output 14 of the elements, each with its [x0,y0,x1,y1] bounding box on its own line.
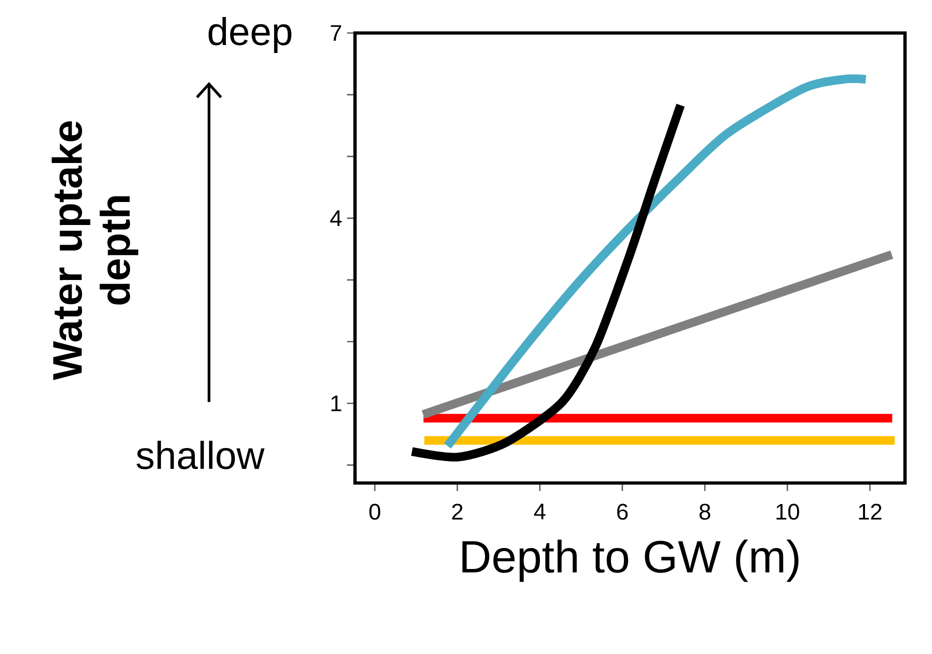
text: deep [208,16,292,54]
x-axis-title: Depth to GW (m) [462,540,798,582]
y-tick-label: 7 [330,25,342,41]
x-tick-label: 2 [452,504,462,520]
x-tick-label: 0 [369,504,380,520]
y-tick-label: 1 [331,396,342,412]
x-tick-label: 12 [859,504,882,520]
y-axis-title: Water uptake depth [52,121,138,380]
x-tick-label: 10 [776,504,800,520]
x-tick-label: 8 [700,504,710,520]
x-tick-label: 4 [534,504,546,520]
y-tick-label: 4 [330,210,342,226]
text: shallow [136,440,265,470]
x-tick-label: 6 [617,504,628,520]
